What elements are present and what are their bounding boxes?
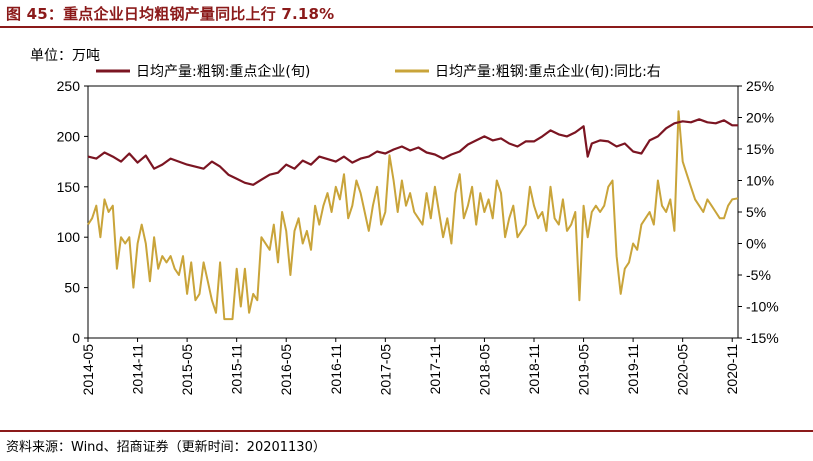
marks-group xyxy=(87,110,739,321)
right-tick-label: 0% xyxy=(746,236,766,252)
left-tick-label: 100 xyxy=(57,229,81,245)
x-tick-label: 2017-05 xyxy=(377,344,393,396)
right-tick-label: -15% xyxy=(746,330,779,346)
left-tick-label: 200 xyxy=(57,128,81,144)
x-tick-label: 2018-11 xyxy=(526,344,542,395)
x-tick-label: 2020-11 xyxy=(724,344,740,395)
x-tick-label: 2017-11 xyxy=(427,344,443,395)
left-tick-label: 50 xyxy=(64,280,80,296)
x-tick-label: 2014-05 xyxy=(80,344,96,396)
x-tick-label: 2016-11 xyxy=(328,344,344,395)
right-tick-label: -5% xyxy=(746,267,771,283)
right-tick-label: 20% xyxy=(746,110,774,126)
x-tick-label: 2018-05 xyxy=(476,344,492,396)
x-tick-label: 2015-05 xyxy=(179,344,195,396)
left-tick-label: 250 xyxy=(57,78,81,94)
right-tick-label: 10% xyxy=(746,173,774,189)
x-tick-label: 2019-05 xyxy=(576,344,592,396)
source-note: 资料来源：Wind、招商证券（更新时间：20201130） xyxy=(6,440,326,455)
series-line-yoy xyxy=(87,110,739,321)
series-line-production xyxy=(87,118,738,186)
right-tick-label: 15% xyxy=(746,141,774,157)
left-tick-label: 0 xyxy=(72,330,80,346)
x-tick-label: 2014-11 xyxy=(130,344,146,395)
legend-group: 日均产量:粗钢:重点企业(旬) 日均产量:粗钢:重点企业(旬):同比:右 xyxy=(96,63,661,80)
legend-label-2: 日均产量:粗钢:重点企业(旬):同比:右 xyxy=(435,63,661,80)
title-divider xyxy=(0,26,813,28)
x-tick-label: 2019-11 xyxy=(625,344,641,395)
left-tick-label: 150 xyxy=(57,179,81,195)
x-tick-label: 2020-05 xyxy=(675,344,691,396)
x-tick-label: 2015-11 xyxy=(229,344,245,395)
source-divider xyxy=(0,430,813,432)
chart-title: 图 45：重点企业日均粗钢产量同比上行 7.18% xyxy=(6,5,335,23)
plot-frame xyxy=(87,85,739,339)
right-tick-label: 25% xyxy=(746,78,774,94)
x-tick-label: 2016-05 xyxy=(278,344,294,396)
legend-label-1: 日均产量:粗钢:重点企业(旬) xyxy=(136,63,310,80)
unit-label: 单位：万吨 xyxy=(30,47,100,63)
right-tick-label: 5% xyxy=(746,204,766,220)
axes-group: 0 50 100 150 200 250 -15% -10% -5% 0% 5% 10% 15% 20% 2… xyxy=(30,47,779,395)
right-tick-label: -10% xyxy=(746,299,779,315)
